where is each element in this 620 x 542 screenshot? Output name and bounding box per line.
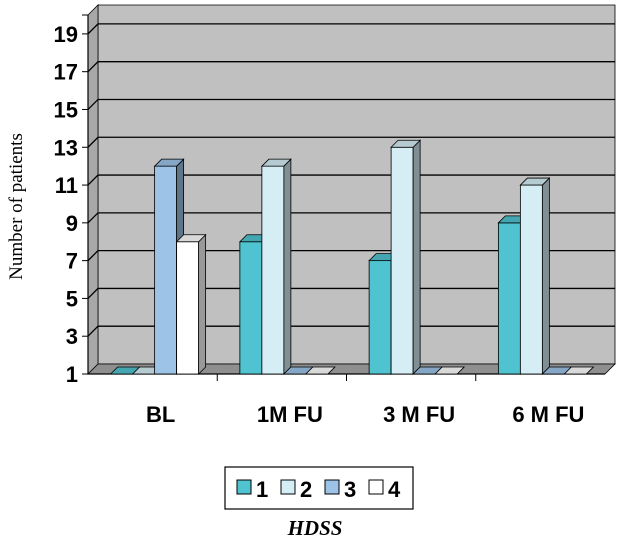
y-tick-label: 3: [66, 324, 78, 349]
y-tick-label: 9: [66, 211, 78, 236]
gridline: [87, 249, 615, 262]
bar: [176, 241, 200, 375]
y-tick-label: 15: [54, 97, 78, 122]
gridline: [87, 136, 615, 148]
bar: [519, 184, 543, 375]
bar: [368, 260, 392, 375]
bar: [390, 146, 414, 375]
plot-side-wall: [87, 4, 99, 375]
gridline: [87, 61, 615, 73]
legend-swatch: [280, 479, 296, 495]
gridline: [87, 325, 615, 337]
y-tick-label: 1: [66, 362, 78, 387]
gridline: [87, 287, 615, 299]
y-tick-label: 19: [54, 22, 78, 47]
bar-top: [175, 234, 207, 243]
bar-top: [153, 158, 185, 167]
y-tick-label: 17: [54, 60, 78, 85]
legend-swatch: [236, 479, 252, 495]
gridline: [87, 174, 615, 186]
bar-side: [412, 139, 421, 375]
bar-top: [390, 139, 422, 148]
y-tick-label: 13: [54, 135, 78, 160]
y-tick-label: 11: [55, 173, 78, 198]
bar-top: [304, 366, 336, 375]
legend-swatch: [324, 479, 340, 495]
legend-label: 4: [388, 477, 401, 502]
x-tick-label: 6 M FU: [512, 402, 584, 427]
bar: [154, 165, 178, 375]
x-tick-label: BL: [146, 402, 175, 427]
bar: [239, 241, 263, 375]
y-tick-label: 5: [66, 286, 78, 311]
legend-label: 2: [300, 477, 312, 502]
bar-side: [283, 158, 292, 375]
bar-top: [260, 158, 292, 167]
gridline: [87, 23, 615, 35]
x-tick-label: 3 M FU: [383, 402, 455, 427]
bar-side: [198, 233, 207, 375]
bar-top: [563, 366, 595, 375]
legend-label: 3: [344, 477, 356, 502]
bar-side: [541, 177, 550, 375]
gridline: [87, 212, 615, 224]
bar: [261, 165, 285, 375]
y-tick-label: 7: [66, 249, 78, 274]
gridline: [87, 98, 615, 110]
x-axis-title: HDSS: [287, 516, 343, 540]
y-axis-title: Number of patients: [6, 133, 27, 280]
bar-top: [434, 366, 466, 375]
x-tick-label: 1M FU: [257, 402, 323, 427]
legend-box: [224, 466, 414, 510]
legend-swatch: [368, 479, 384, 495]
bar-top: [519, 177, 551, 186]
bar: [497, 222, 521, 375]
legend-label: 1: [256, 477, 268, 502]
